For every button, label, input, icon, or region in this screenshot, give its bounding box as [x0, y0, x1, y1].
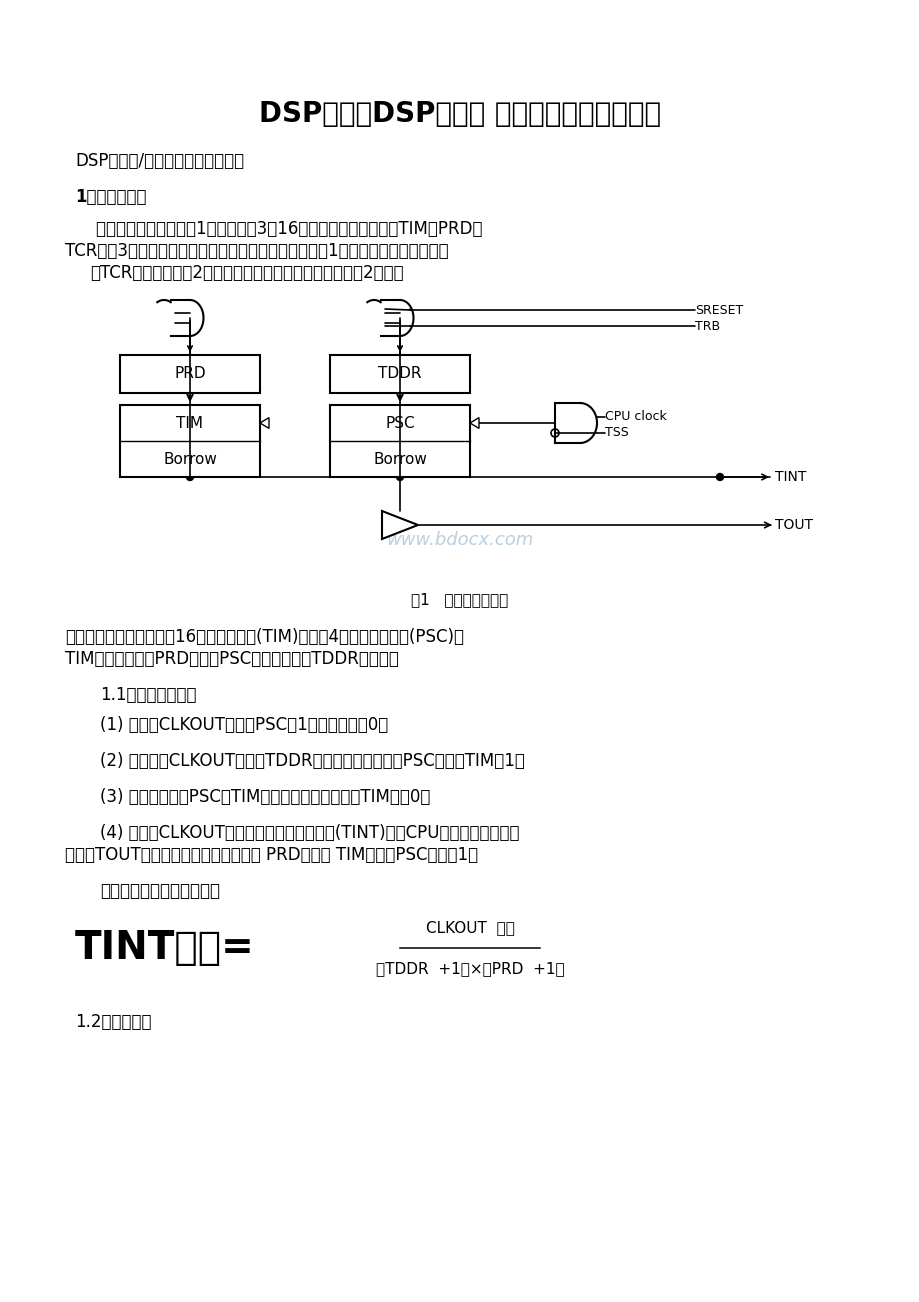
Circle shape — [396, 474, 403, 480]
Text: （TCR）位结构如图2所示，各控制位和状态位的功能如表2所示。: （TCR）位结构如图2所示，各控制位和状态位的功能如表2所示。 — [90, 264, 403, 283]
Text: Borrow: Borrow — [163, 452, 217, 466]
Text: TINT速率=: TINT速率= — [75, 930, 255, 967]
Text: CLKOUT  频率: CLKOUT 频率 — [425, 921, 514, 935]
Text: PRD: PRD — [174, 366, 206, 381]
Text: TOUT: TOUT — [774, 518, 812, 533]
Text: PSC: PSC — [385, 415, 414, 431]
Text: 1.2定时器编程: 1.2定时器编程 — [75, 1013, 152, 1031]
Text: TIM: TIM — [176, 415, 203, 431]
Bar — [119, 355, 260, 393]
Text: DSP定时器/计数器原理及设计举例: DSP定时器/计数器原理及设计举例 — [75, 152, 244, 171]
Polygon shape — [260, 418, 268, 428]
Text: TRB: TRB — [694, 319, 720, 332]
Text: 1.1典型操作顺序：: 1.1典型操作顺序： — [100, 686, 197, 704]
Text: （TDDR  +1）×（PRD  +1）: （TDDR +1）×（PRD +1） — [375, 961, 563, 976]
Text: CPU clock: CPU clock — [605, 410, 666, 423]
Text: 图1   定时器组成框图: 图1 定时器组成框图 — [411, 592, 508, 607]
Circle shape — [187, 474, 193, 480]
Text: DSP计数器DSP定时器 计数器原理及设计举例: DSP计数器DSP定时器 计数器原理及设计举例 — [258, 100, 661, 128]
Text: SRESET: SRESET — [694, 303, 743, 316]
Bar — [330, 355, 470, 393]
Text: TCR。这3个寄存器在数据存储器中的地址及其说明如表1所示。定时器控制寄存器: TCR。这3个寄存器在数据存储器中的地址及其说明如表1所示。定时器控制寄存器 — [65, 242, 448, 260]
Text: (4) 下一个CLKOUT周期，将定时器中断信号(TINT)送到CPU，同时又用另一脉: (4) 下一个CLKOUT周期，将定时器中断信号(TINT)送到CPU，同时又用… — [100, 824, 519, 842]
Text: www.bdocx.com: www.bdocx.com — [386, 531, 533, 549]
Polygon shape — [470, 418, 479, 428]
Text: TINT: TINT — [774, 470, 805, 484]
Text: TIM从周期寄存器PRD加载，PSC从周期寄存器TDDR加载。）: TIM从周期寄存器PRD加载，PSC从周期寄存器TDDR加载。） — [65, 650, 399, 668]
Text: 因此，定时器中断的速率为: 因此，定时器中断的速率为 — [100, 881, 220, 900]
Text: TSS: TSS — [605, 427, 628, 440]
Bar — [119, 405, 260, 477]
Circle shape — [716, 474, 722, 480]
Bar — [330, 405, 470, 477]
Polygon shape — [381, 510, 417, 539]
Text: (1) 在每个CLKOUT脉冲后PSC减1，直到它变为0。: (1) 在每个CLKOUT脉冲后PSC减1，直到它变为0。 — [100, 716, 388, 734]
Text: (2) 在下一个CLKOUT周期，TDDR加载新的除计数值到PSC，并使TIM减1。: (2) 在下一个CLKOUT周期，TDDR加载新的除计数值到PSC，并使TIM减… — [100, 753, 525, 769]
Text: TDDR: TDDR — [378, 366, 421, 381]
Text: 定时器的组成框图如图1所示。它有3个16位存储器映像寄存器：TIM、PRD和: 定时器的组成框图如图1所示。它有3个16位存储器映像寄存器：TIM、PRD和 — [75, 220, 482, 238]
Text: （说明：图中包括，一个16位的主计数器(TIM)和一个4位预定标计数器(PSC)。: （说明：图中包括，一个16位的主计数器(TIM)和一个4位预定标计数器(PSC)… — [65, 628, 463, 646]
Text: 1、定时器结构: 1、定时器结构 — [75, 187, 146, 206]
Text: Borrow: Borrow — [373, 452, 426, 466]
Text: 冲送到TOUT引脚，把新定时器计数值从 PRD加载到 TIM，并使PSC再次减1。: 冲送到TOUT引脚，把新定时器计数值从 PRD加载到 TIM，并使PSC再次减1… — [65, 846, 478, 865]
Text: (3) 以同样方式，PSC和TIM连续进行减操作，直到TIM减为0。: (3) 以同样方式，PSC和TIM连续进行减操作，直到TIM减为0。 — [100, 788, 430, 806]
